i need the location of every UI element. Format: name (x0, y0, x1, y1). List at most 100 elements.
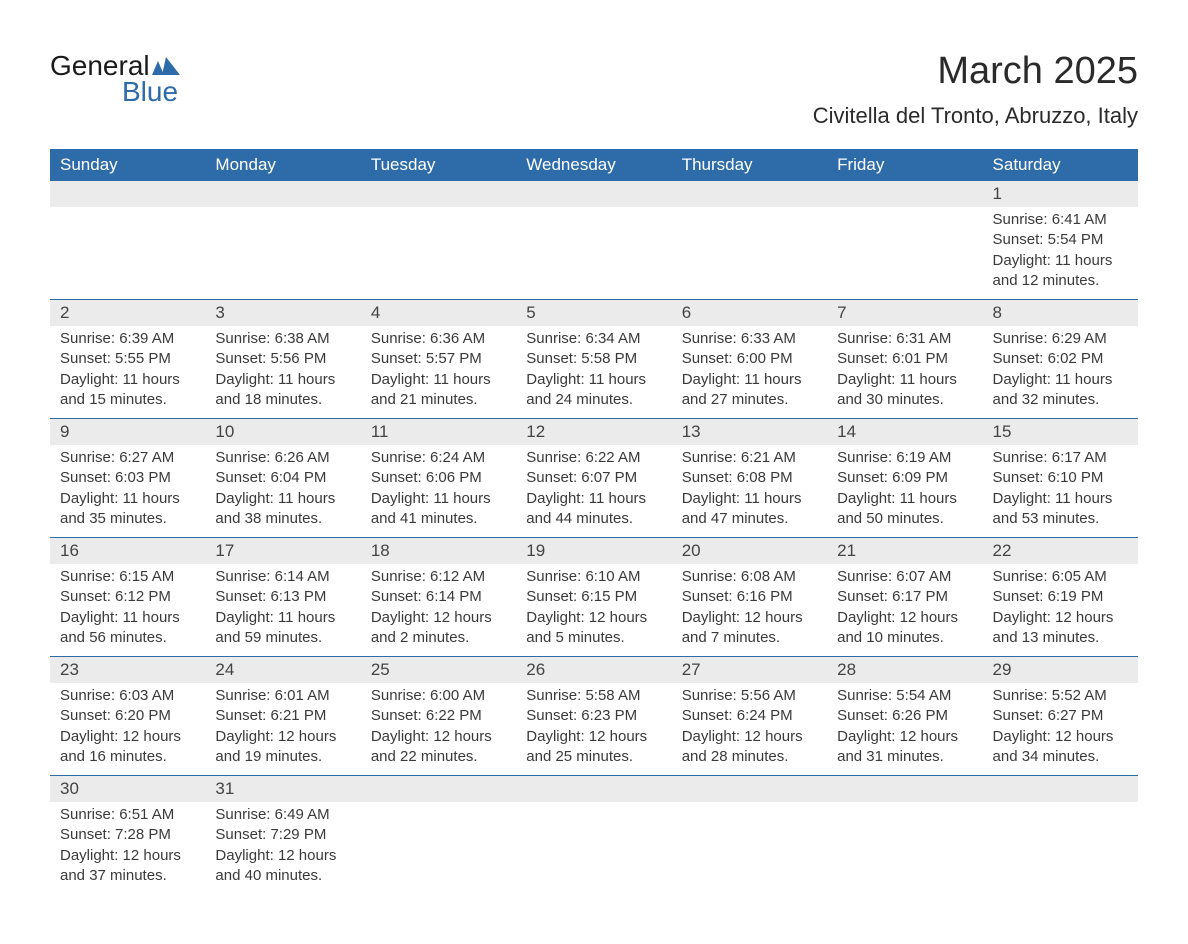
day-number-cell: 19 (516, 538, 671, 565)
daylight-text-1: Daylight: 12 hours (837, 608, 972, 628)
day-content-cell: Sunrise: 6:21 AMSunset: 6:08 PMDaylight:… (672, 445, 827, 538)
day-number-cell: 24 (205, 657, 360, 684)
sunset-text: Sunset: 7:29 PM (215, 825, 350, 845)
day-content-cell: Sunrise: 6:22 AMSunset: 6:07 PMDaylight:… (516, 445, 671, 538)
sunset-text: Sunset: 6:03 PM (60, 468, 195, 488)
day-content: Sunrise: 6:49 AMSunset: 7:29 PMDaylight:… (205, 802, 360, 894)
logo-blue-text: Blue (122, 76, 178, 108)
daylight-text-1: Daylight: 11 hours (215, 370, 350, 390)
day-content: Sunrise: 6:10 AMSunset: 6:15 PMDaylight:… (516, 564, 671, 656)
sunrise-text: Sunrise: 6:15 AM (60, 567, 195, 587)
daylight-text-1: Daylight: 11 hours (60, 370, 195, 390)
day-number: 20 (672, 538, 827, 564)
sunrise-text: Sunrise: 6:00 AM (371, 686, 506, 706)
sunrise-text: Sunrise: 6:38 AM (215, 329, 350, 349)
day-content-cell: Sunrise: 6:36 AMSunset: 5:57 PMDaylight:… (361, 326, 516, 419)
day-content: Sunrise: 6:29 AMSunset: 6:02 PMDaylight:… (983, 326, 1138, 418)
sunset-text: Sunset: 6:02 PM (993, 349, 1128, 369)
daylight-text-1: Daylight: 11 hours (993, 370, 1128, 390)
day-number-cell: 20 (672, 538, 827, 565)
day-content: Sunrise: 6:39 AMSunset: 5:55 PMDaylight:… (50, 326, 205, 418)
day-content-cell: Sunrise: 6:14 AMSunset: 6:13 PMDaylight:… (205, 564, 360, 657)
day-content: Sunrise: 6:38 AMSunset: 5:56 PMDaylight:… (205, 326, 360, 418)
sunset-text: Sunset: 6:23 PM (526, 706, 661, 726)
day-number-cell: 7 (827, 300, 982, 327)
sunset-text: Sunset: 6:19 PM (993, 587, 1128, 607)
day-number: 27 (672, 657, 827, 683)
daylight-text-2: and 12 minutes. (993, 271, 1128, 291)
daylight-text-1: Daylight: 11 hours (371, 370, 506, 390)
day-number-cell: 30 (50, 776, 205, 803)
day-number-cell: 14 (827, 419, 982, 446)
day-content: Sunrise: 6:03 AMSunset: 6:20 PMDaylight:… (50, 683, 205, 775)
day-content: Sunrise: 6:27 AMSunset: 6:03 PMDaylight:… (50, 445, 205, 537)
day-content-cell: Sunrise: 6:33 AMSunset: 6:00 PMDaylight:… (672, 326, 827, 419)
empty-day-number-cell (672, 776, 827, 803)
daylight-text-2: and 16 minutes. (60, 747, 195, 767)
sunset-text: Sunset: 5:58 PM (526, 349, 661, 369)
sunrise-text: Sunrise: 6:39 AM (60, 329, 195, 349)
day-number: 7 (827, 300, 982, 326)
daylight-text-1: Daylight: 12 hours (526, 727, 661, 747)
day-number-cell: 23 (50, 657, 205, 684)
empty-day-content-cell (205, 207, 360, 300)
sunset-text: Sunset: 6:01 PM (837, 349, 972, 369)
day-number-row: 1 (50, 181, 1138, 207)
sunrise-text: Sunrise: 5:54 AM (837, 686, 972, 706)
empty-day-number-cell (827, 776, 982, 803)
daylight-text-2: and 50 minutes. (837, 509, 972, 529)
day-number-cell: 9 (50, 419, 205, 446)
sunset-text: Sunset: 6:27 PM (993, 706, 1128, 726)
day-number-cell: 13 (672, 419, 827, 446)
sunset-text: Sunset: 5:56 PM (215, 349, 350, 369)
daylight-text-2: and 10 minutes. (837, 628, 972, 648)
daylight-text-2: and 38 minutes. (215, 509, 350, 529)
sunrise-text: Sunrise: 6:51 AM (60, 805, 195, 825)
day-number-cell: 8 (983, 300, 1138, 327)
day-number: 9 (50, 419, 205, 445)
day-content: Sunrise: 6:00 AMSunset: 6:22 PMDaylight:… (361, 683, 516, 775)
day-content-cell: Sunrise: 6:19 AMSunset: 6:09 PMDaylight:… (827, 445, 982, 538)
sunrise-text: Sunrise: 6:26 AM (215, 448, 350, 468)
day-number-cell: 3 (205, 300, 360, 327)
day-content: Sunrise: 6:22 AMSunset: 6:07 PMDaylight:… (516, 445, 671, 537)
daylight-text-2: and 41 minutes. (371, 509, 506, 529)
day-content-cell: Sunrise: 6:29 AMSunset: 6:02 PMDaylight:… (983, 326, 1138, 419)
empty-day-content-cell (983, 802, 1138, 894)
day-number-cell: 17 (205, 538, 360, 565)
daylight-text-2: and 32 minutes. (993, 390, 1128, 410)
sunset-text: Sunset: 6:12 PM (60, 587, 195, 607)
day-number-cell: 6 (672, 300, 827, 327)
day-content-cell: Sunrise: 6:15 AMSunset: 6:12 PMDaylight:… (50, 564, 205, 657)
empty-day-content-cell (672, 802, 827, 894)
daylight-text-1: Daylight: 12 hours (682, 727, 817, 747)
day-content-row: Sunrise: 6:41 AMSunset: 5:54 PMDaylight:… (50, 207, 1138, 300)
daylight-text-1: Daylight: 11 hours (215, 608, 350, 628)
day-content-cell: Sunrise: 6:17 AMSunset: 6:10 PMDaylight:… (983, 445, 1138, 538)
daylight-text-2: and 27 minutes. (682, 390, 817, 410)
day-content: Sunrise: 6:08 AMSunset: 6:16 PMDaylight:… (672, 564, 827, 656)
daylight-text-2: and 34 minutes. (993, 747, 1128, 767)
day-content-cell: Sunrise: 6:01 AMSunset: 6:21 PMDaylight:… (205, 683, 360, 776)
day-number: 21 (827, 538, 982, 564)
daylight-text-2: and 25 minutes. (526, 747, 661, 767)
day-number-cell: 31 (205, 776, 360, 803)
sunset-text: Sunset: 5:57 PM (371, 349, 506, 369)
day-number-cell: 2 (50, 300, 205, 327)
day-content-cell: Sunrise: 6:39 AMSunset: 5:55 PMDaylight:… (50, 326, 205, 419)
daylight-text-2: and 22 minutes. (371, 747, 506, 767)
day-content-cell: Sunrise: 6:27 AMSunset: 6:03 PMDaylight:… (50, 445, 205, 538)
sunset-text: Sunset: 5:54 PM (993, 230, 1128, 250)
day-number-cell: 15 (983, 419, 1138, 446)
day-content-row: Sunrise: 6:27 AMSunset: 6:03 PMDaylight:… (50, 445, 1138, 538)
daylight-text-1: Daylight: 11 hours (993, 489, 1128, 509)
sunrise-text: Sunrise: 6:10 AM (526, 567, 661, 587)
daylight-text-1: Daylight: 11 hours (837, 370, 972, 390)
day-content-cell: Sunrise: 6:49 AMSunset: 7:29 PMDaylight:… (205, 802, 360, 894)
weekday-header: Saturday (983, 149, 1138, 181)
day-content-cell: Sunrise: 6:41 AMSunset: 5:54 PMDaylight:… (983, 207, 1138, 300)
day-number-row: 3031 (50, 776, 1138, 803)
daylight-text-2: and 59 minutes. (215, 628, 350, 648)
daylight-text-1: Daylight: 12 hours (371, 727, 506, 747)
sunrise-text: Sunrise: 6:03 AM (60, 686, 195, 706)
